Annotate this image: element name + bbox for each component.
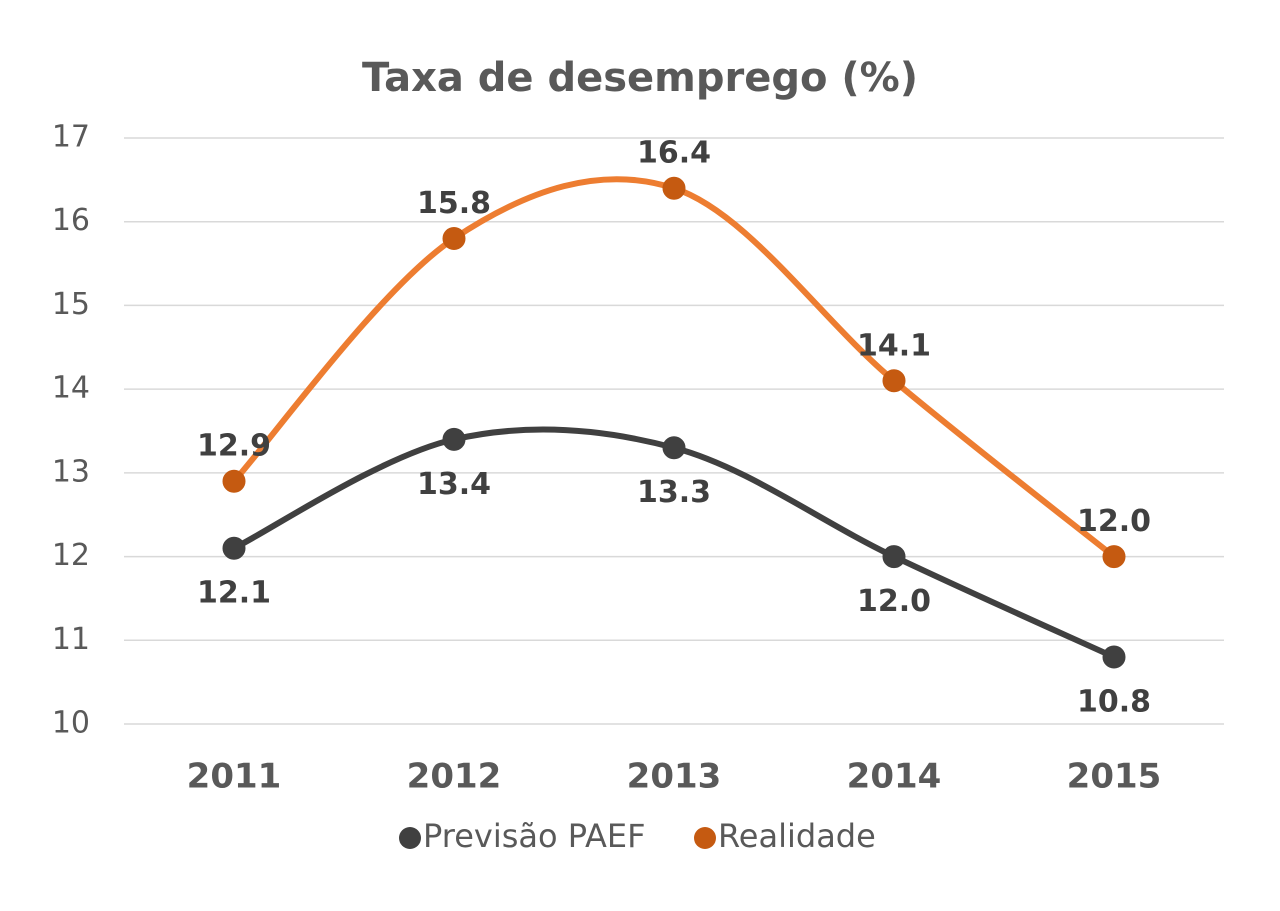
y-tick-label: 13 (52, 454, 90, 489)
marker (882, 545, 906, 569)
legend-label: Realidade (718, 817, 876, 855)
y-tick-label: 10 (52, 706, 90, 741)
data-label: 10.8 (1077, 685, 1151, 720)
x-tick-label: 2015 (1067, 757, 1162, 797)
marker (1102, 645, 1126, 669)
y-tick-label: 17 (52, 120, 90, 155)
marker (222, 536, 246, 560)
data-label: 13.3 (637, 475, 711, 510)
marker (662, 436, 686, 460)
y-tick-label: 12 (52, 538, 90, 573)
data-label: 12.9 (197, 429, 271, 464)
y-tick-label: 16 (52, 203, 90, 238)
y-tick-label: 11 (52, 622, 90, 657)
data-label: 15.8 (417, 186, 491, 221)
x-tick-label: 2012 (407, 757, 502, 797)
data-label: 14.1 (857, 328, 931, 363)
data-label: 13.4 (417, 467, 491, 502)
legend-label: Previsão PAEF (423, 817, 646, 855)
marker (882, 369, 906, 393)
data-label: 12.0 (1077, 504, 1151, 539)
marker (222, 469, 246, 493)
legend-marker (399, 827, 421, 849)
x-tick-label: 2014 (847, 757, 942, 797)
data-label: 16.4 (637, 136, 711, 171)
data-label: 12.1 (197, 576, 271, 611)
marker (442, 427, 466, 451)
y-tick-label: 14 (52, 371, 90, 406)
marker (1102, 545, 1126, 569)
data-label: 12.0 (857, 584, 931, 619)
x-tick-label: 2011 (187, 757, 282, 797)
marker (662, 176, 686, 200)
chart-title: Taxa de desemprego (%) (362, 55, 918, 101)
y-tick-label: 15 (52, 287, 90, 322)
legend-marker (694, 827, 716, 849)
marker (442, 226, 466, 250)
x-tick-label: 2013 (627, 757, 722, 797)
